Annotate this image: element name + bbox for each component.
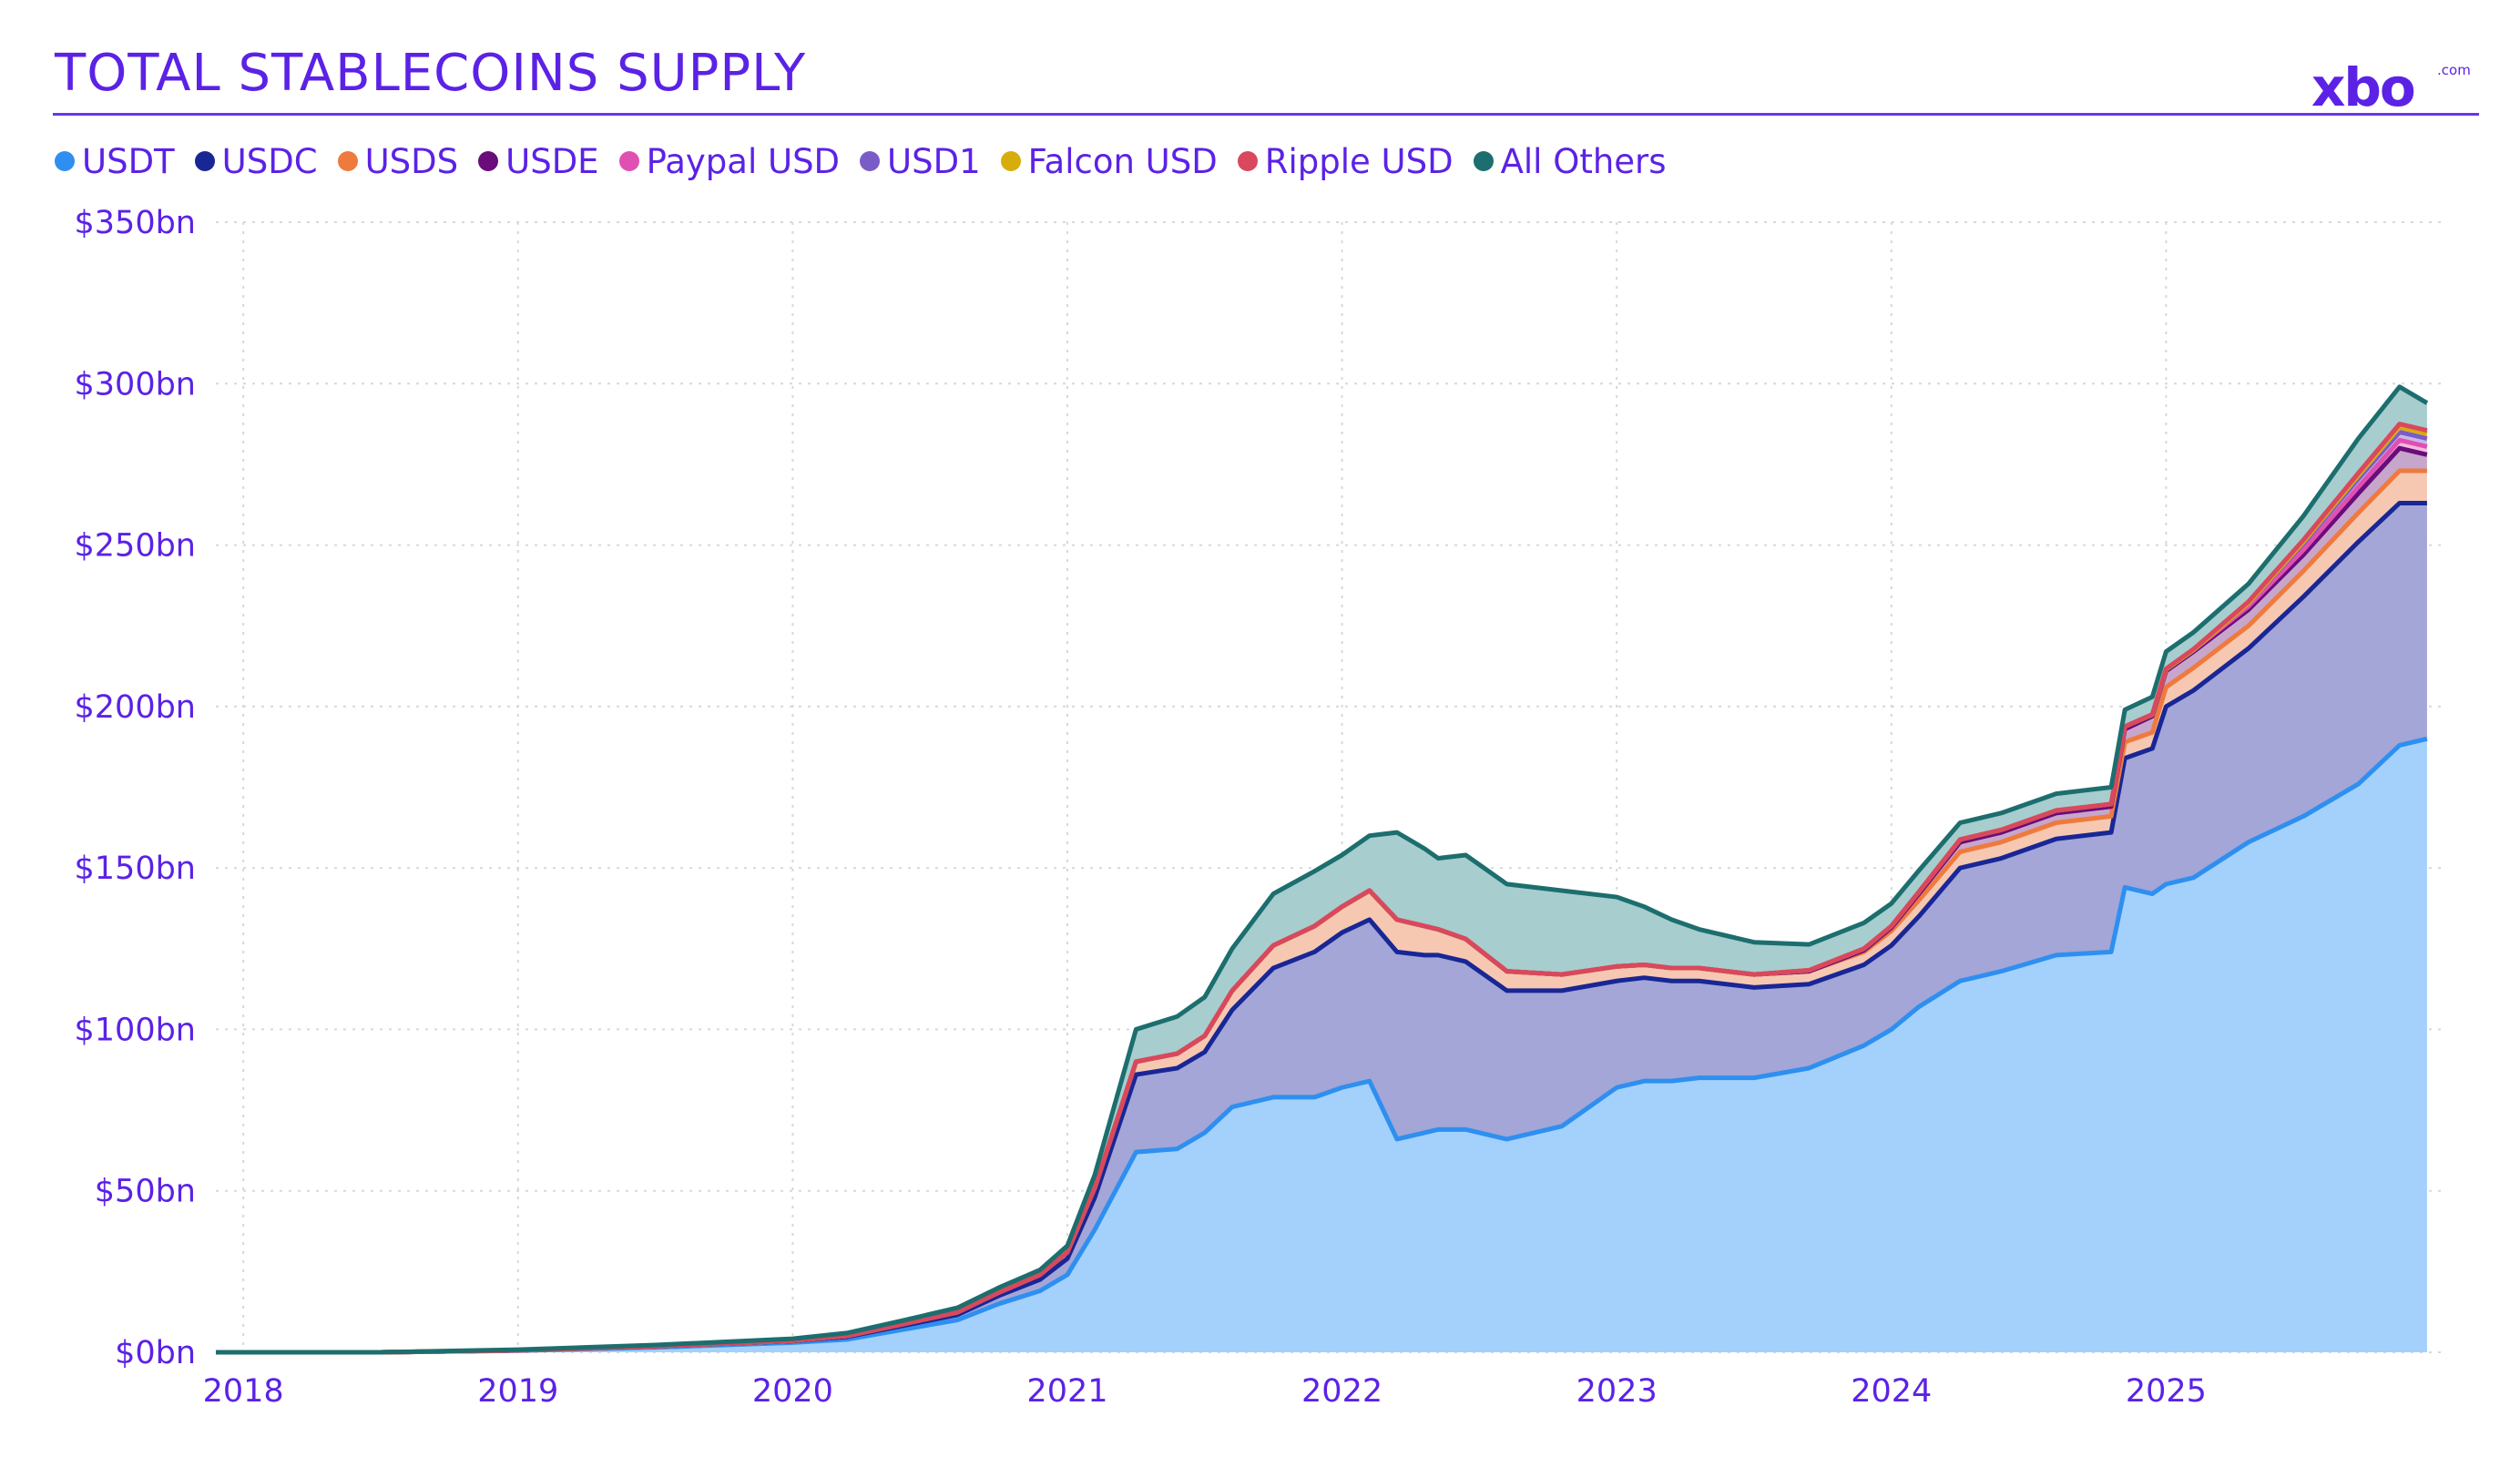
line-usdc: [216, 500, 2427, 1355]
legend-marker-falcon-usd: [1000, 151, 1021, 171]
legend-marker-all-others: [1473, 151, 1494, 171]
legend-label-usd1: USD1: [887, 141, 981, 181]
legend-label-usdt: USDT: [82, 141, 175, 181]
legend-label-all-others: All Others: [1500, 141, 1667, 181]
chart-legend: USDT USDC USDS USDE Paypal USD USD1 Falcon USD…: [55, 138, 1687, 184]
line-ripple-usd: [216, 422, 2428, 1355]
legend-item-all-others[interactable]: All Others: [1473, 141, 1667, 181]
legend-label-falcon-usd: Falcon USD: [1027, 141, 1218, 181]
x-tick-label: 2024: [1851, 1373, 1932, 1410]
y-tick-label: $200bn: [75, 689, 196, 726]
legend-label-usds: USDS: [364, 141, 459, 181]
legend-item-falcon-usd[interactable]: Falcon USD: [1000, 141, 1218, 181]
legend-item-ripple-usd[interactable]: Ripple USD: [1237, 141, 1454, 181]
legend-item-usde[interactable]: USDE: [478, 141, 599, 181]
y-tick-label: $150bn: [75, 851, 196, 887]
y-tick-label: $250bn: [75, 528, 196, 565]
legend-marker-usdt: [55, 151, 75, 171]
y-tick-label: $350bn: [75, 205, 196, 241]
legend-marker-usds: [337, 151, 358, 171]
legend-label-ripple-usd: Ripple USD: [1264, 141, 1454, 181]
x-tick-label: 2020: [752, 1373, 833, 1410]
chart-title: TOTAL STABLECOINS SUPPLY: [55, 44, 807, 103]
x-tick-label: 2022: [1301, 1373, 1382, 1410]
legend-marker-usde: [478, 151, 499, 171]
line-all-others: [216, 384, 2429, 1355]
y-axis-ticks: $0bn $50bn $100bn $150bn $200bn $250bn $300bn $…: [75, 205, 196, 1371]
x-tick-label: 2023: [1576, 1373, 1658, 1410]
legend-item-usdc[interactable]: USDC: [194, 141, 318, 181]
legend-label-usde: USDE: [505, 141, 599, 181]
y-tick-label: $0bn: [115, 1335, 196, 1371]
legend-marker-paypal-usd: [618, 151, 639, 171]
x-tick-label: 2021: [1026, 1373, 1107, 1410]
legend-label-usdc: USDC: [221, 141, 318, 181]
legend-item-usds[interactable]: USDS: [337, 141, 459, 181]
y-tick-label: $50bn: [95, 1174, 196, 1210]
y-tick-label: $300bn: [75, 366, 196, 402]
series-lines: [216, 384, 2429, 1355]
legend-item-usdt[interactable]: USDT: [55, 142, 175, 181]
brand-logo[interactable]: xbo .com: [2311, 56, 2494, 118]
logo-domain-suffix: .com: [2437, 62, 2471, 78]
legend-marker-usdc: [194, 151, 215, 171]
legend-item-usd1[interactable]: USD1: [860, 142, 981, 181]
x-axis-ticks: 2018 2019 2020 2021 2022 2023 2024 2025: [203, 1373, 2207, 1410]
x-tick-label: 2025: [2126, 1373, 2207, 1410]
x-tick-label: 2019: [477, 1373, 558, 1410]
logo-wordmark: xbo: [2311, 56, 2416, 118]
legend-marker-usd1: [860, 151, 881, 171]
legend-marker-ripple-usd: [1237, 151, 1258, 171]
legend-item-paypal-usd[interactable]: Paypal USD: [618, 141, 841, 181]
area-usdc: [216, 503, 2427, 1352]
line-usdt: [216, 736, 2428, 1355]
y-tick-label: $100bn: [75, 1012, 196, 1048]
x-tick-label: 2018: [203, 1373, 284, 1410]
title-divider: [53, 113, 2479, 116]
legend-label-paypal-usd: Paypal USD: [646, 141, 841, 181]
area-usdt: [216, 739, 2427, 1352]
